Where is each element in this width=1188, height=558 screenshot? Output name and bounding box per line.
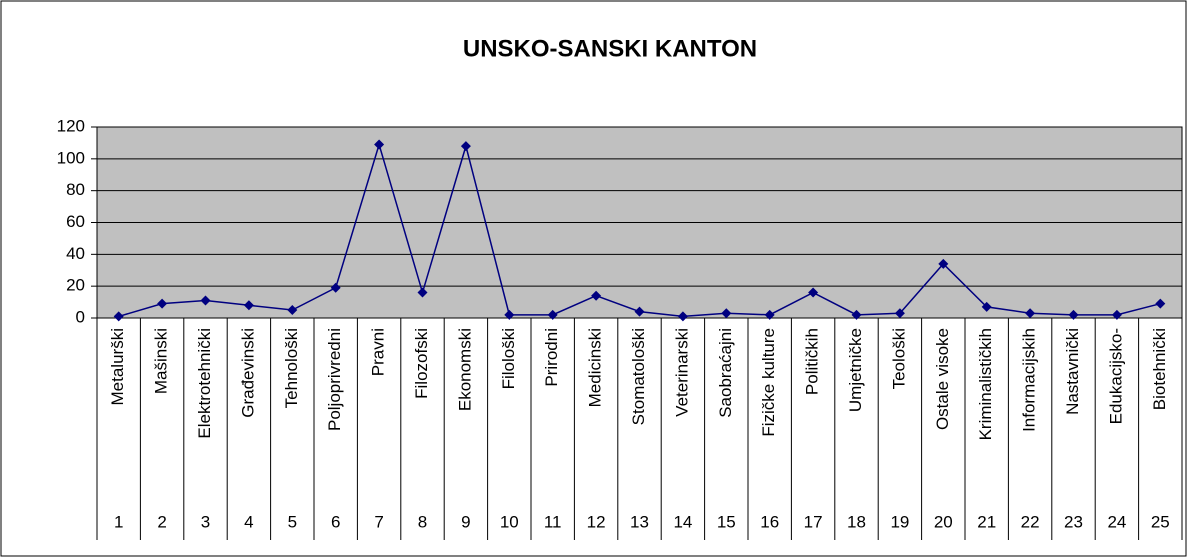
data-point	[1111, 309, 1122, 320]
x-tick-number: 16	[760, 512, 779, 531]
x-tick-number: 19	[890, 512, 909, 531]
x-tick-label: Saobraćajni	[716, 328, 735, 418]
data-point	[287, 305, 298, 316]
y-tick-label: 100	[57, 148, 85, 167]
data-point	[374, 139, 385, 150]
x-tick-number: 12	[587, 512, 606, 531]
data-point	[1025, 308, 1036, 319]
y-tick-label: 0	[76, 307, 85, 326]
x-tick-number: 7	[374, 512, 383, 531]
x-tick-number: 2	[157, 512, 166, 531]
y-tick-label: 20	[66, 276, 85, 295]
x-tick-label: Ekonomski	[455, 328, 474, 411]
data-point	[591, 290, 602, 301]
data-point	[764, 309, 775, 320]
y-tick-label: 120	[57, 116, 85, 135]
x-tick-label: Građevinski	[238, 328, 257, 418]
data-point	[938, 258, 949, 269]
x-tick-label: Elektrotehnički	[195, 328, 214, 439]
x-tick-label: Teološki	[889, 328, 908, 389]
data-point	[808, 287, 819, 298]
x-tick-label: Poljoprivredni	[325, 328, 344, 431]
x-tick-label: Metalurški	[108, 328, 127, 405]
x-tick-label: Fizičke kulture	[759, 328, 778, 437]
data-point	[417, 287, 428, 298]
x-tick-label: Tehnološki	[282, 328, 301, 408]
data-point	[1068, 309, 1079, 320]
data-point	[634, 306, 645, 317]
x-tick-number: 18	[847, 512, 866, 531]
y-tick-label: 40	[66, 244, 85, 263]
x-tick-label: Prirodni	[542, 328, 561, 387]
data-point	[1155, 298, 1166, 309]
data-point	[721, 308, 732, 319]
x-tick-label: Informacijskih	[1020, 328, 1039, 432]
x-tick-number: 25	[1151, 512, 1170, 531]
x-tick-number: 14	[673, 512, 692, 531]
x-tick-number: 17	[804, 512, 823, 531]
x-tick-number: 23	[1064, 512, 1083, 531]
x-tick-label: Kriminalističkih	[976, 328, 995, 440]
y-tick-label: 80	[66, 180, 85, 199]
x-tick-number: 8	[418, 512, 427, 531]
x-tick-number: 13	[630, 512, 649, 531]
data-point	[200, 295, 211, 306]
data-point	[981, 301, 992, 312]
x-tick-label: Umjetničke	[846, 328, 865, 412]
x-tick-number: 24	[1107, 512, 1126, 531]
data-point	[504, 309, 515, 320]
chart-title: UNSKO-SANSKI KANTON	[463, 35, 757, 62]
x-tick-number: 6	[331, 512, 340, 531]
x-tick-label: Edukacijsko-	[1106, 328, 1125, 424]
x-tick-label: Medicinski	[586, 328, 605, 407]
x-tick-number: 21	[977, 512, 996, 531]
x-tick-number: 3	[201, 512, 210, 531]
x-tick-number: 20	[934, 512, 953, 531]
data-point	[243, 300, 254, 311]
x-tick-number: 9	[461, 512, 470, 531]
data-point	[894, 308, 905, 319]
data-point	[851, 309, 862, 320]
x-tick-number: 22	[1021, 512, 1040, 531]
x-tick-label: Nastavnički	[1063, 328, 1082, 415]
x-tick-number: 15	[717, 512, 736, 531]
y-tick-label: 60	[66, 212, 85, 231]
x-tick-label: Stomatološki	[629, 328, 648, 425]
x-tick-label: Filološki	[499, 328, 518, 389]
x-tick-number: 11	[544, 512, 562, 531]
x-tick-label: Pravni	[369, 328, 388, 376]
data-point	[460, 141, 471, 152]
x-tick-number: 5	[288, 512, 297, 531]
data-point	[157, 298, 168, 309]
x-tick-number: 1	[114, 512, 123, 531]
x-tick-label: Biotehnički	[1150, 328, 1169, 410]
x-tick-label: Mašinski	[152, 328, 171, 394]
data-point	[330, 282, 341, 293]
x-tick-number: 10	[500, 512, 519, 531]
data-point	[113, 311, 124, 322]
x-tick-label: Političkih	[803, 328, 822, 395]
x-tick-label: Ostale visoke	[933, 328, 952, 430]
x-tick-number: 4	[244, 512, 253, 531]
x-tick-label: Veterinarski	[672, 328, 691, 417]
x-tick-label: Filozofski	[412, 328, 431, 399]
data-point	[547, 309, 558, 320]
data-point	[677, 311, 688, 322]
